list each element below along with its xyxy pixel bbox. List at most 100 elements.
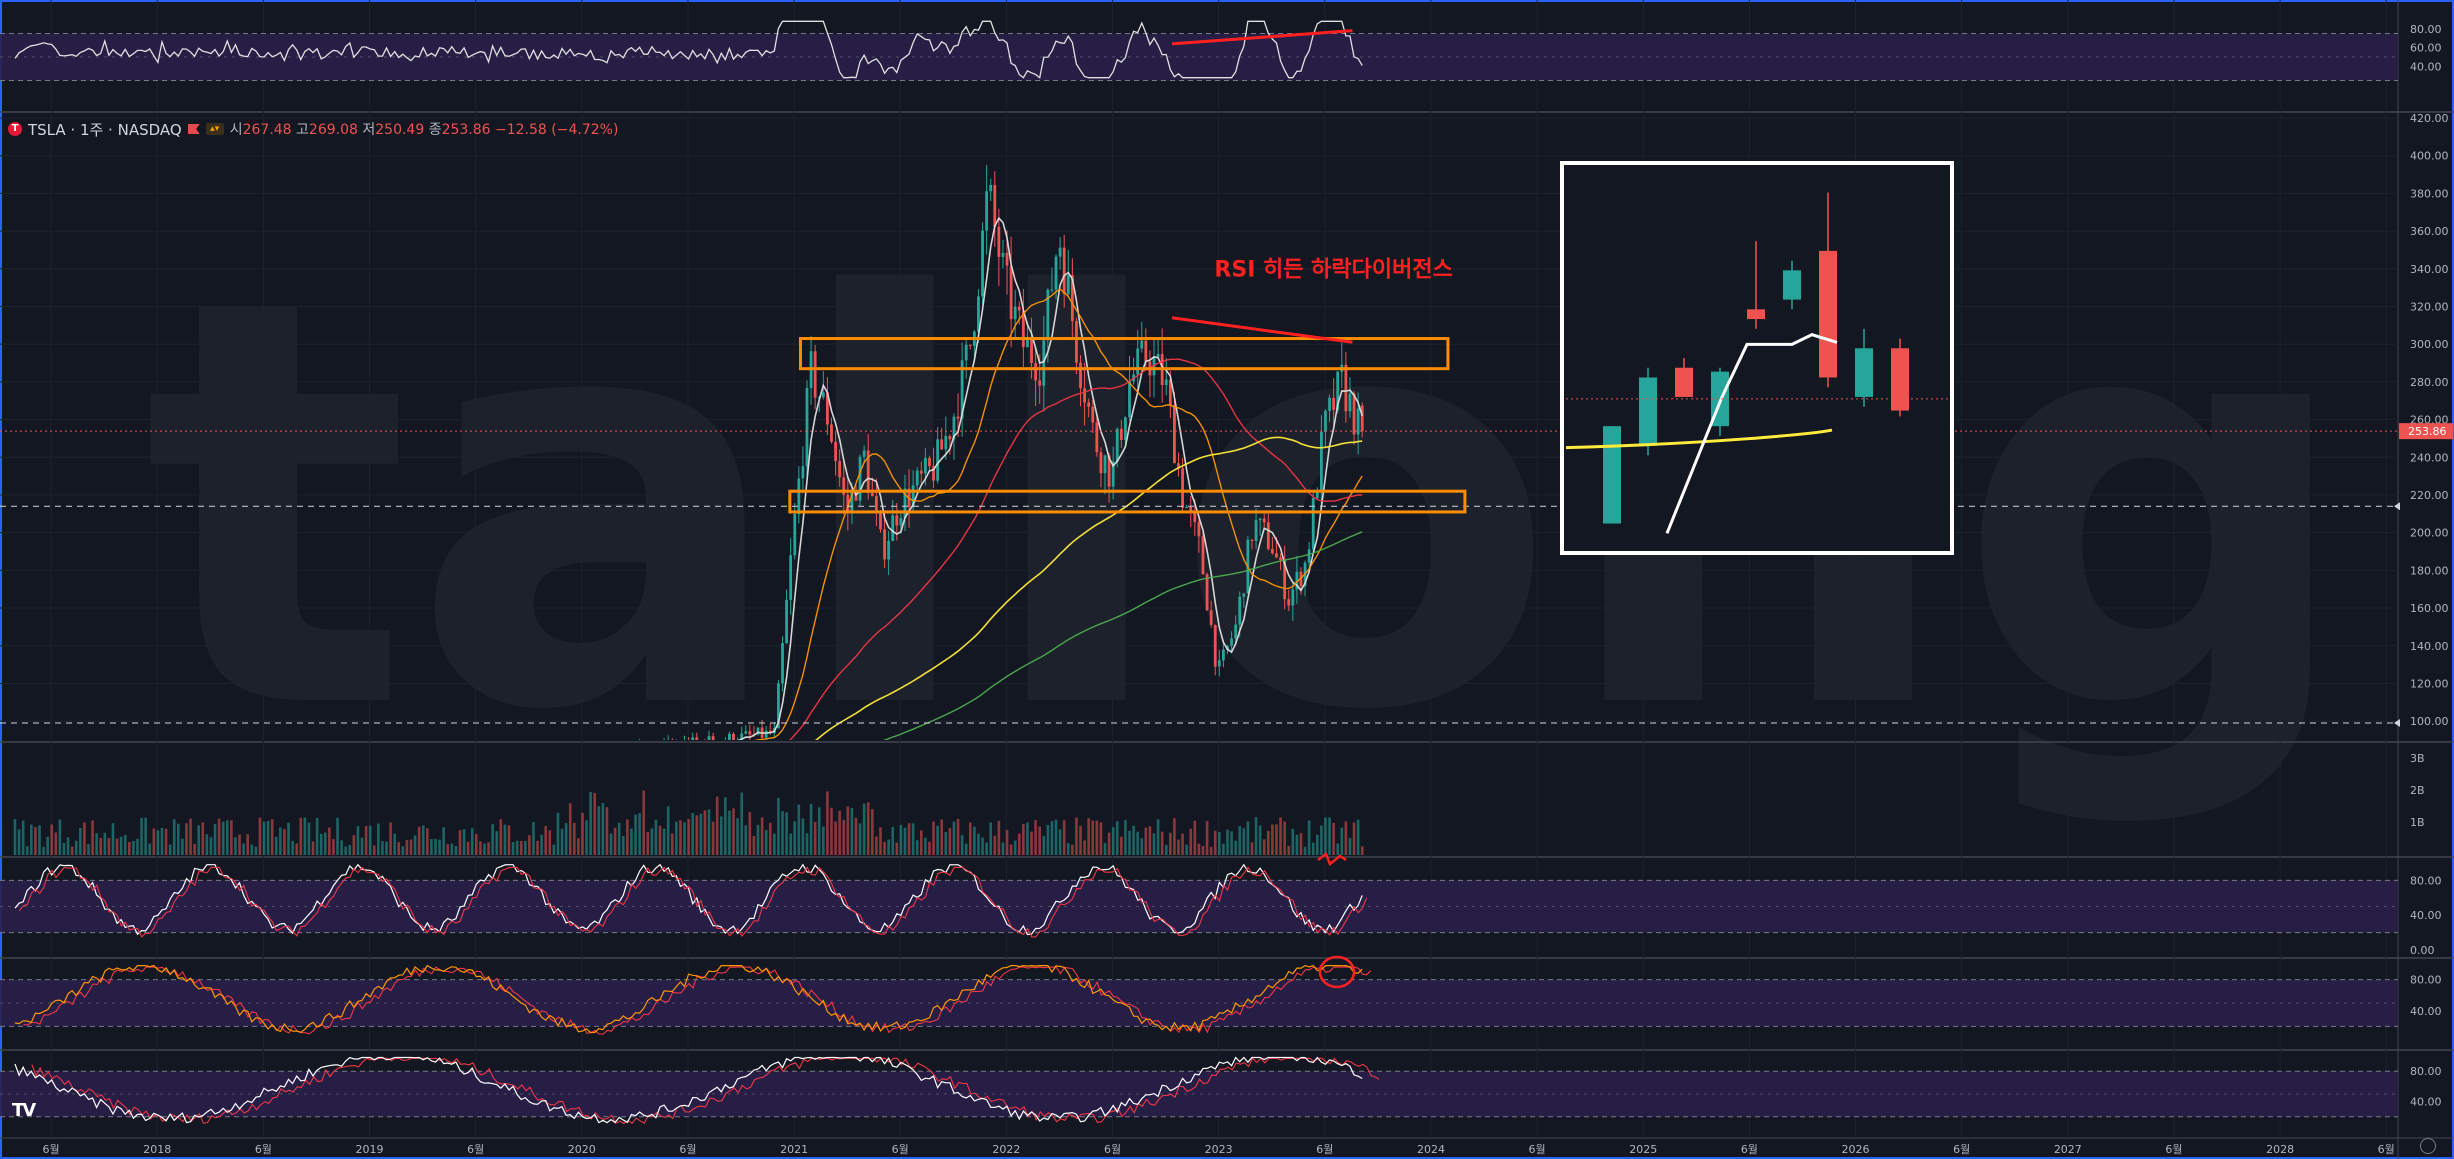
time-axis-label: 6월 — [892, 1143, 909, 1156]
volume-bar — [1177, 839, 1180, 855]
watermark-text: tallong — [143, 181, 2357, 833]
candle-body — [915, 470, 919, 486]
tradingview-logo-icon[interactable]: TV — [12, 1100, 36, 1121]
volume-bar — [1022, 823, 1025, 855]
volume-bar — [1315, 834, 1319, 855]
candle-body — [1026, 338, 1029, 348]
candle-body — [99, 825, 102, 826]
settings-icon[interactable] — [2420, 1138, 2436, 1154]
volume-bar — [985, 842, 988, 855]
candle-body — [1042, 340, 1046, 386]
volume-bar — [932, 821, 935, 855]
candle-body — [75, 826, 78, 830]
time-axis-label: 6월 — [255, 1143, 272, 1156]
candle-body — [883, 529, 886, 560]
time-axis-label: 2028 — [2266, 1143, 2294, 1156]
stoch2-k-line — [14, 964, 1363, 1034]
volume-bar — [1030, 831, 1033, 855]
volume-bar — [1328, 817, 1331, 855]
volume-bar — [711, 821, 715, 855]
volume-bar — [62, 842, 66, 855]
candle-body — [71, 827, 74, 830]
candle-body — [985, 191, 989, 231]
volume-bar — [756, 824, 760, 855]
time-axis-label: 6월 — [679, 1143, 696, 1156]
volume-bar — [1054, 819, 1058, 855]
volume-bar — [740, 792, 743, 855]
volume-bar — [491, 824, 494, 855]
candle-body — [1099, 452, 1103, 474]
volume-bar — [172, 819, 176, 855]
volume-bar — [225, 820, 229, 855]
volume-bar — [1148, 826, 1152, 855]
volume-bar — [809, 803, 813, 855]
volume-bar — [46, 836, 49, 855]
candle-body — [899, 518, 903, 526]
volume-bar — [732, 808, 735, 855]
volume-bar — [1107, 832, 1111, 855]
volume-bar — [164, 828, 168, 855]
ohlc-values: 시267.48 고269.08 저250.49 종253.86 −12.58 (… — [230, 119, 619, 139]
indicator-icon[interactable]: ▴▾ — [205, 123, 224, 135]
divergence-annotation: RSI 히든 하락다이버전스 — [1214, 257, 1452, 282]
candle-body — [936, 439, 940, 481]
volume-bar — [560, 829, 564, 855]
volume-bar — [487, 842, 490, 855]
volume-bar — [858, 823, 862, 855]
volume-bar — [1071, 844, 1074, 855]
time-axis-label: 2027 — [2054, 1143, 2082, 1156]
symbol-name[interactable]: TSLA · 1주 · NASDAQ — [28, 120, 182, 139]
price-axis-label: 300.00 — [2410, 338, 2449, 351]
stoch3-k-line — [14, 1056, 1363, 1124]
volume-bar — [1034, 820, 1037, 855]
ohlc-key: 시 — [229, 122, 243, 138]
candle-body — [993, 184, 997, 227]
volume-bar — [866, 802, 870, 855]
volume-bar — [911, 823, 915, 855]
volume-bar — [119, 836, 123, 855]
volume-bar — [1348, 837, 1352, 855]
volume-bar — [895, 842, 899, 855]
volume-bar — [152, 828, 156, 855]
volume-bar — [270, 819, 274, 855]
candle-body — [874, 496, 878, 512]
volume-bar — [736, 818, 739, 855]
candle-body — [1193, 511, 1197, 523]
candle-body — [1013, 306, 1017, 320]
candle-body — [1238, 596, 1242, 625]
candle-body — [764, 730, 768, 738]
volume-bar — [1156, 819, 1160, 855]
volume-bar — [1287, 846, 1291, 855]
volume-bar — [879, 827, 882, 855]
volume-bar — [291, 840, 294, 855]
volume-bar — [107, 838, 111, 855]
volume-bar — [1324, 817, 1327, 855]
volume-bar — [691, 812, 694, 855]
volume-bar — [1311, 842, 1315, 855]
volume-bar — [421, 825, 425, 855]
ohlc-value: 267.48 — [242, 122, 297, 138]
price-axis-label: 380.00 — [2410, 187, 2449, 200]
volume-bar — [17, 829, 21, 855]
volume-bar — [511, 841, 515, 855]
candle-body — [1336, 371, 1340, 410]
volume-bar — [1017, 833, 1021, 855]
symbol-legend[interactable]: T TSLA · 1주 · NASDAQ ▴▾ 시267.48 고269.08 … — [8, 118, 618, 140]
moving-average-line — [815, 436, 1363, 740]
stoch2-band — [0, 979, 2398, 1027]
time-axis-label: 2020 — [568, 1143, 596, 1156]
candle-body — [42, 828, 45, 829]
inset-candle-body — [1855, 348, 1873, 397]
resistance-box — [798, 337, 1450, 371]
volume-bar — [242, 843, 245, 855]
candle-body — [928, 457, 931, 467]
volume-bar — [1001, 842, 1005, 855]
volume-bar — [328, 827, 331, 855]
candle-body — [1242, 593, 1246, 597]
volume-bar — [1213, 830, 1217, 855]
flag-icon[interactable] — [187, 124, 200, 134]
volume-bar — [1238, 826, 1242, 855]
candle-body — [1291, 589, 1295, 606]
volume-bar — [466, 841, 470, 855]
